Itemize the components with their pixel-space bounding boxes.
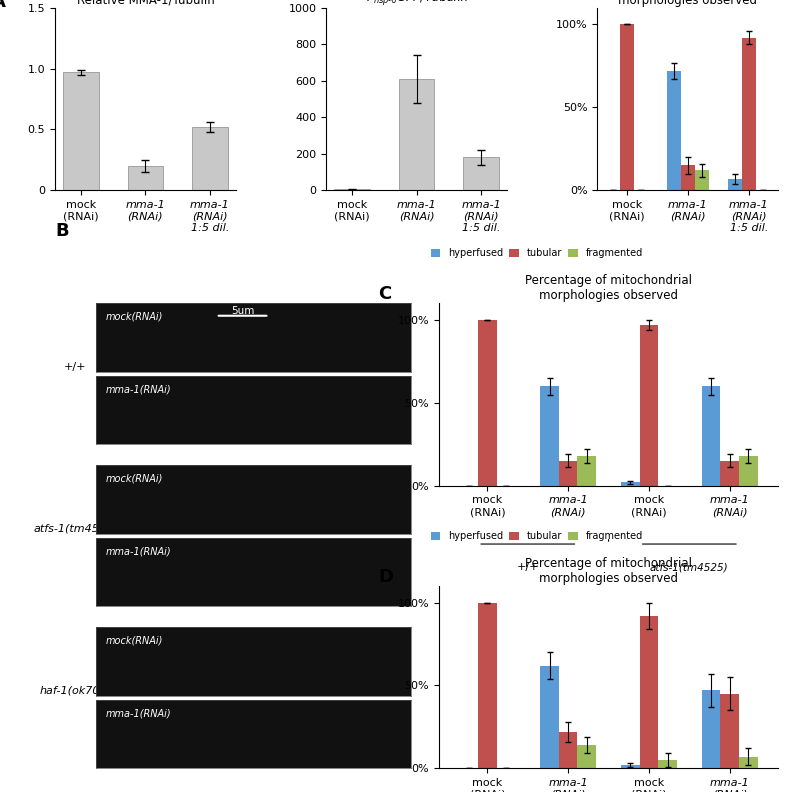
Bar [742, 38, 756, 190]
Bar [721, 694, 739, 768]
Bar [702, 386, 721, 485]
Bar [463, 158, 499, 190]
Bar [63, 72, 99, 190]
Text: mma-1(RNAi): mma-1(RNAi) [105, 384, 171, 394]
Text: +/+: +/+ [516, 562, 539, 573]
Bar [640, 325, 658, 485]
Bar [540, 665, 559, 768]
Bar [559, 732, 578, 768]
Bar [578, 456, 596, 485]
Bar [478, 320, 497, 485]
Title: Percentage of mitochondrial
morphologies observed: Percentage of mitochondrial morphologies… [604, 0, 771, 7]
Bar [559, 461, 578, 485]
Title: Percentage of mitochondrial
morphologies observed: Percentage of mitochondrial morphologies… [525, 557, 692, 584]
Text: mock(RNAi): mock(RNAi) [105, 474, 163, 484]
Text: C: C [378, 285, 391, 303]
Text: haf-1(ok705): haf-1(ok705) [39, 686, 112, 696]
Legend: hyperfused, tubular, fragmented: hyperfused, tubular, fragmented [427, 245, 647, 262]
Bar [578, 745, 596, 768]
Text: mma-1(RNAi): mma-1(RNAi) [105, 546, 171, 556]
Bar [478, 603, 497, 768]
Text: +/+: +/+ [64, 362, 86, 371]
Bar [621, 765, 640, 768]
Text: 5um: 5um [231, 307, 254, 316]
Text: D: D [378, 568, 393, 586]
Bar [739, 756, 758, 768]
Legend: hyperfused, tubular, fragmented: hyperfused, tubular, fragmented [427, 527, 647, 545]
Bar [640, 616, 658, 768]
Text: mock(RNAi): mock(RNAi) [105, 636, 163, 645]
Text: atfs-1(tm4525): atfs-1(tm4525) [33, 524, 118, 534]
Bar [399, 79, 435, 190]
Bar [721, 461, 739, 485]
Title: Percentage of mitochondrial
morphologies observed: Percentage of mitochondrial morphologies… [525, 274, 692, 303]
Bar [728, 179, 742, 190]
Bar [658, 760, 677, 768]
Title: Relative MMA-1/Tubulin: Relative MMA-1/Tubulin [76, 0, 215, 7]
Text: mock(RNAi): mock(RNAi) [105, 311, 163, 322]
Bar [621, 482, 640, 485]
Bar [702, 691, 721, 768]
Bar [667, 71, 681, 190]
Bar [192, 127, 228, 190]
Text: atfs-1(tm4525): atfs-1(tm4525) [650, 562, 729, 573]
Bar [127, 166, 163, 190]
Text: A: A [0, 0, 6, 11]
Text: mma-1(RNAi): mma-1(RNAi) [105, 708, 171, 718]
Text: B: B [55, 222, 68, 240]
Bar [540, 386, 559, 485]
Bar [739, 456, 758, 485]
Bar [695, 170, 709, 190]
Bar [681, 166, 695, 190]
Title: $\it{P}$$_{\it{hsp\text{-}6}}$$\it{GFP}$/Tubulin: $\it{P}$$_{\it{hsp\text{-}6}}$$\it{GFP}$… [365, 0, 468, 8]
Bar [619, 25, 634, 190]
Bar [334, 189, 370, 190]
